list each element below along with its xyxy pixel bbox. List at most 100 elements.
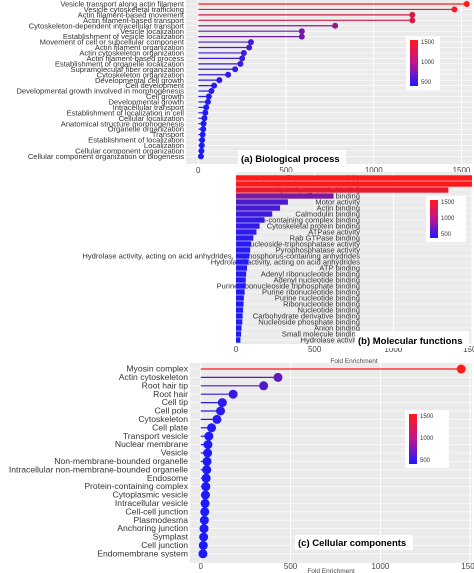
lollipop-dot: [232, 66, 239, 73]
bar: [236, 229, 257, 235]
category-label: Nucleoside-triphosphatase activity: [245, 240, 360, 249]
category-label: Cytoskeleton-dependent intracellular tra…: [29, 21, 185, 30]
bar: [236, 307, 244, 313]
bar: [236, 289, 245, 295]
category-label: Organelle organization: [108, 125, 184, 134]
legend-colorbar: [409, 414, 417, 464]
lollipop-dot: [228, 389, 238, 399]
category-label: Developmental growth: [108, 98, 184, 107]
category-label: Movement of cell or subcellular componen…: [40, 38, 185, 47]
legend-label: 1500: [420, 414, 434, 420]
chart-panel-1: 0 500 1000 1500 Vesicle transport along acti…: [16, 0, 472, 175]
lollipop-dot: [204, 431, 214, 441]
category-label: ATP binding: [319, 264, 360, 273]
x-tick-label: 500: [279, 166, 293, 175]
category-label: Establishment of vesicle localization: [63, 32, 184, 41]
lollipop-dot: [200, 490, 210, 500]
lollipop-dot: [246, 44, 253, 51]
category-label: Adenyl ribonucleotide binding: [261, 270, 360, 279]
category-label: Actin cytoskeleton: [119, 372, 188, 382]
lollipop-dot: [201, 115, 208, 122]
category-label: Calmodulin binding: [295, 210, 360, 219]
category-label: Establishment of localization: [88, 136, 184, 145]
panel-label-box: [295, 535, 413, 550]
category-label: Nuclear membrane: [115, 439, 188, 449]
category-label: Small molecule binding: [282, 330, 360, 339]
x-tick-label: 1000: [365, 166, 383, 175]
bar: [236, 313, 243, 319]
category-label: Carbohydrate derivative binding: [253, 312, 360, 321]
lollipop-dot: [198, 142, 205, 149]
category-label: Cytoskeleton organization: [97, 70, 184, 79]
x-tick-label: 1000: [384, 345, 402, 354]
category-label: Cell tip: [162, 397, 188, 407]
category-label: Anchoring junction: [117, 523, 188, 533]
category-label: Cytoskeletal protein binding: [267, 222, 360, 231]
color-legend: 1500 1000 500: [406, 36, 440, 90]
bar: [236, 175, 472, 181]
lollipop-dot: [273, 372, 283, 382]
x-axis-title: Fold Enrichment: [307, 568, 355, 573]
category-label: Actin cytoskeleton organization: [79, 49, 184, 58]
lollipop-dot: [332, 22, 339, 29]
x-tick-label: 1500: [461, 562, 474, 571]
x-tick-label: 1500: [453, 166, 471, 175]
color-legend: 1500 1000 500: [405, 410, 449, 468]
category-label: Vesicle: [161, 448, 188, 458]
category-label: Motor activity: [315, 198, 360, 207]
lollipop-dot: [203, 448, 213, 458]
category-label: Nucleoside phosphate binding: [258, 318, 360, 327]
panel-label-box: [238, 150, 346, 166]
category-label: Actin filament-based movement: [78, 10, 185, 19]
lollipop-dot: [237, 60, 244, 67]
category-label: Plasmodesma: [134, 515, 189, 525]
category-label: Protein-containing complex: [84, 481, 188, 491]
lollipop-dot: [202, 456, 212, 466]
category-label: Intracellular vesicle: [115, 498, 188, 508]
bar: [236, 199, 288, 205]
bar: [236, 271, 247, 277]
chart-panel-2: 050010001500Microfilament motor activity…: [82, 172, 474, 365]
category-label: Cytoskeleton: [138, 414, 188, 424]
lollipop-dot: [204, 98, 211, 105]
lollipop-dot: [208, 88, 215, 95]
bar: [236, 265, 248, 271]
legend-label: 1000: [421, 60, 435, 66]
category-label: Actin filament-based process: [87, 54, 185, 63]
category-label: Cell pole: [155, 406, 189, 416]
category-label: Cellular component organization: [75, 146, 184, 155]
bar: [236, 295, 244, 301]
lollipop-dot: [200, 507, 210, 517]
category-label: Non-membrane-bounded organelle: [54, 456, 188, 466]
x-tick-label: 1000: [371, 562, 389, 571]
bar: [236, 253, 250, 259]
category-label: Cytoplasmic vesicle: [113, 490, 189, 500]
legend-colorbar: [430, 200, 438, 238]
lollipop-dot: [197, 153, 204, 160]
category-label: Symplast: [153, 532, 189, 542]
category-label: Root hair tip: [142, 380, 189, 390]
panel-label: (b) Molecular functions: [358, 336, 463, 347]
category-label: ATPase activity: [308, 228, 360, 237]
legend-label: 500: [441, 232, 452, 238]
category-label: Purine ribonucleoside triphosphate bindi…: [216, 282, 360, 291]
category-label: Cellular component organization or bioge…: [28, 152, 184, 161]
bar: [236, 235, 254, 241]
bar: [236, 301, 244, 307]
category-label: Actin binding: [317, 204, 360, 213]
lollipop-dot: [259, 381, 269, 391]
category-label: Cell-cell junction: [125, 506, 188, 516]
lollipop-dot: [200, 498, 210, 508]
category-label: Protein-containing complex binding: [242, 216, 360, 225]
category-label: Actin filament organization: [95, 43, 184, 52]
lollipop-dot: [216, 77, 223, 84]
lollipop-dot: [205, 93, 212, 100]
category-label: Developmental cell growth: [95, 76, 184, 85]
lollipop-dot: [298, 33, 305, 40]
category-label: Hydrolase activity: [300, 336, 360, 345]
category-label: Developmental growth involved in morphog…: [16, 87, 184, 96]
category-label: Purine ribonucleotide binding: [262, 288, 360, 297]
bar: [236, 241, 251, 247]
category-label: Pyrophosphatase activity: [276, 246, 361, 255]
